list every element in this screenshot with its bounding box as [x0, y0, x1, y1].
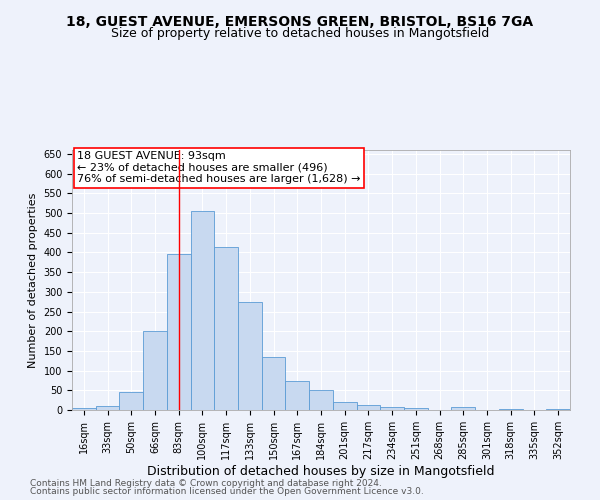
Bar [286, 381, 309, 410]
Bar [262, 357, 286, 410]
Text: Size of property relative to detached houses in Mangotsfield: Size of property relative to detached ho… [111, 28, 489, 40]
Text: Contains public sector information licensed under the Open Government Licence v3: Contains public sector information licen… [30, 487, 424, 496]
Bar [96, 406, 119, 410]
Bar [380, 407, 404, 410]
Y-axis label: Number of detached properties: Number of detached properties [28, 192, 38, 368]
Text: Contains HM Land Registry data © Crown copyright and database right 2024.: Contains HM Land Registry data © Crown c… [30, 478, 382, 488]
Bar [143, 331, 167, 410]
Text: 18, GUEST AVENUE, EMERSONS GREEN, BRISTOL, BS16 7GA: 18, GUEST AVENUE, EMERSONS GREEN, BRISTO… [67, 15, 533, 29]
Bar [214, 246, 238, 410]
Bar [499, 409, 523, 410]
Bar [356, 406, 380, 410]
X-axis label: Distribution of detached houses by size in Mangotsfield: Distribution of detached houses by size … [147, 464, 495, 477]
Bar [546, 409, 570, 410]
Bar [72, 408, 96, 410]
Text: 18 GUEST AVENUE: 93sqm
← 23% of detached houses are smaller (496)
76% of semi-de: 18 GUEST AVENUE: 93sqm ← 23% of detached… [77, 152, 361, 184]
Bar [333, 402, 356, 410]
Bar [119, 392, 143, 410]
Bar [309, 390, 333, 410]
Bar [238, 302, 262, 410]
Bar [404, 408, 428, 410]
Bar [191, 211, 214, 410]
Bar [451, 407, 475, 410]
Bar [167, 254, 191, 410]
